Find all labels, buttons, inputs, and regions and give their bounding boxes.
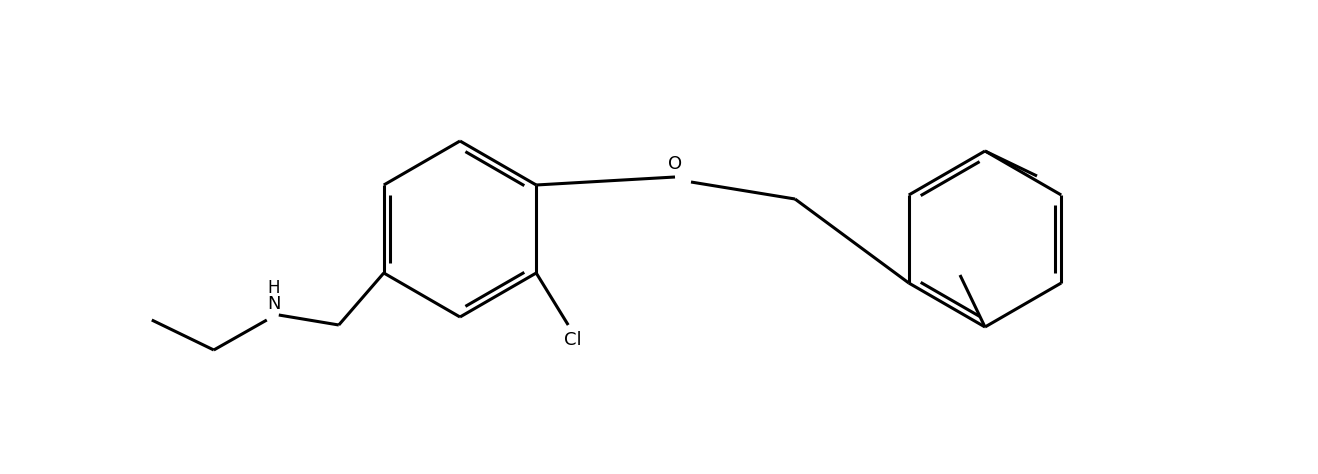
Text: N: N (268, 295, 281, 313)
Text: O: O (668, 155, 681, 173)
Text: H: H (268, 279, 279, 297)
Text: Cl: Cl (564, 331, 583, 349)
